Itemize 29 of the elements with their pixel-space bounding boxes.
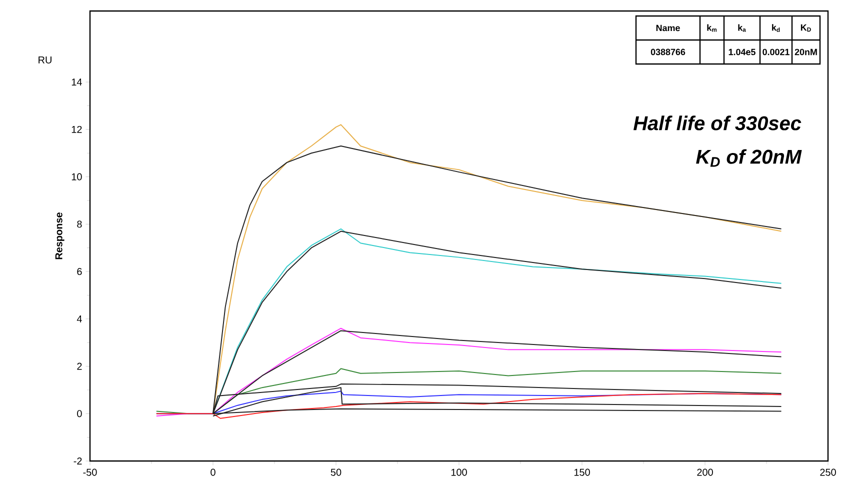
annotation: K$_{D}$ of 20nM <box>696 149 802 167</box>
x-tick-label: 50 <box>330 468 342 476</box>
y-tick-label: 2 <box>77 362 82 370</box>
x-tick-label: 100 <box>451 468 467 476</box>
annotation: K$_{D}$ <box>800 24 811 32</box>
annotation: Name <box>656 24 680 32</box>
annotation: k$_{a}$ <box>738 24 746 32</box>
y-tick-label: 12 <box>72 126 82 133</box>
y-tick-label: 14 <box>72 78 82 86</box>
x-tick-label: 150 <box>574 468 590 476</box>
y-tick-label: 8 <box>77 220 82 228</box>
annotation: 0.0021 <box>762 48 790 56</box>
y-tick-label: 4 <box>76 315 82 322</box>
text: RU <box>38 56 52 64</box>
annotation: k$_{m}$ <box>707 24 717 32</box>
y-tick-label: 0 <box>77 410 82 418</box>
annotation: k$_{d}$ <box>772 24 780 32</box>
annotation: 0388766 <box>650 48 686 56</box>
y-axis-title: Response <box>55 212 64 260</box>
y-tick-label: -2 <box>74 458 82 464</box>
x-tick-label: -50 <box>83 468 97 476</box>
annotation: 20nM <box>794 48 817 56</box>
x-tick-label: 200 <box>697 468 713 476</box>
y-tick-label: 10 <box>72 173 82 180</box>
x-tick-label: 250 <box>820 468 836 476</box>
annotation: Half life of 330sec <box>634 116 802 130</box>
annotation: 1.04e5 <box>728 48 756 56</box>
x-tick-label: 0 <box>210 468 216 476</box>
y-tick-label: 6 <box>77 268 82 276</box>
